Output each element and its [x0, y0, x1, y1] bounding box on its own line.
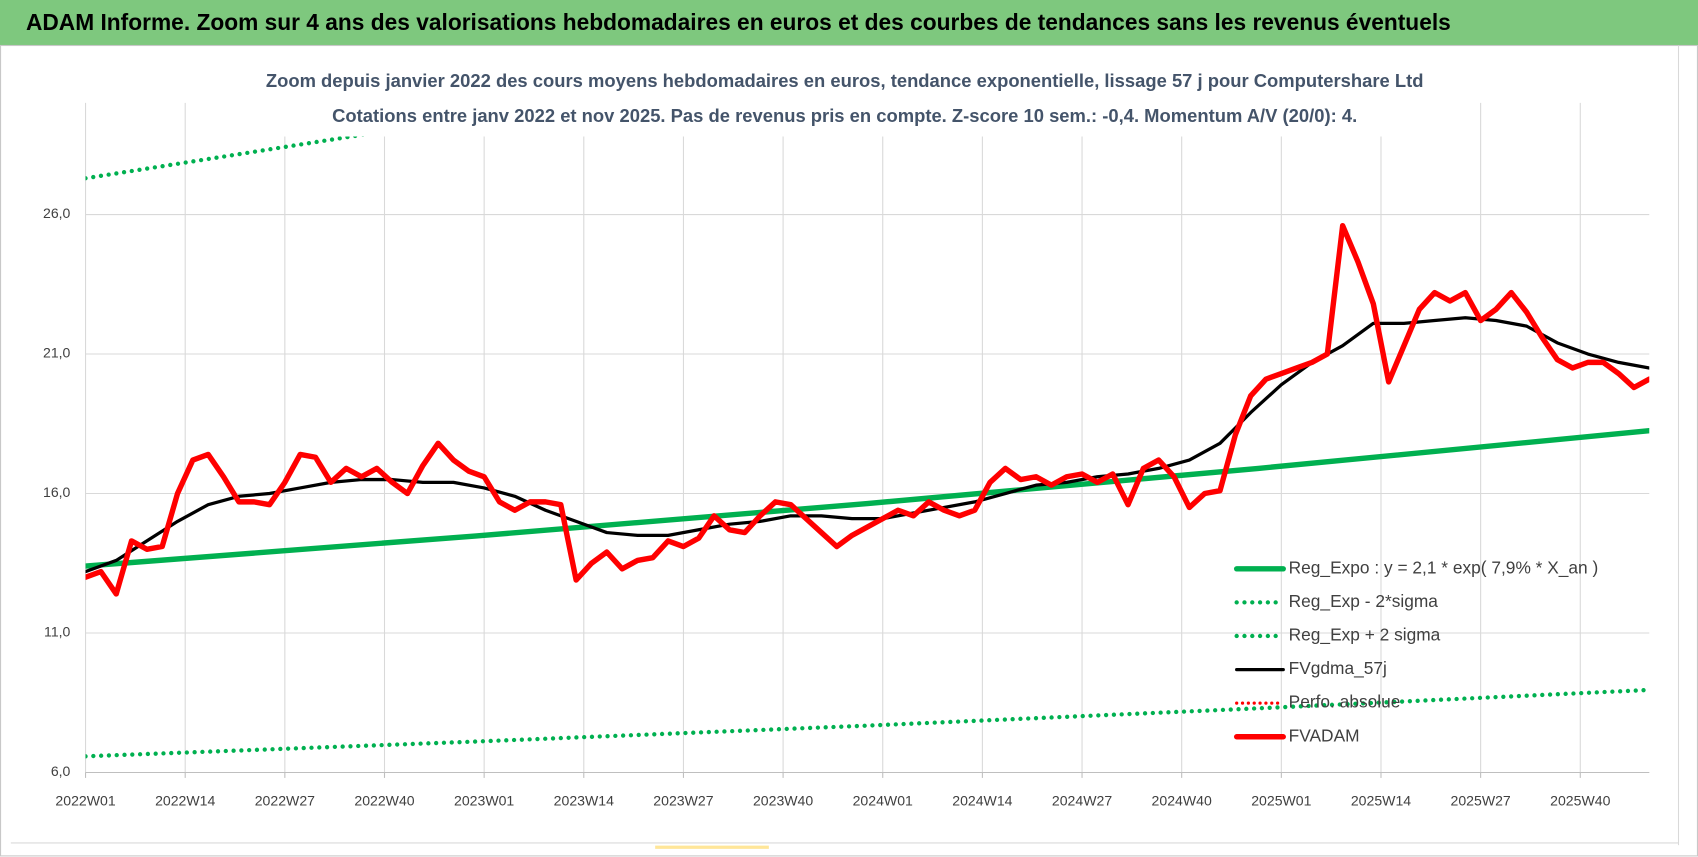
plot-area [85, 102, 1650, 759]
series-line [85, 687, 1650, 759]
x-tick-label: 2024W01 [853, 792, 913, 808]
y-tick-label: 6,0 [51, 763, 71, 779]
axes: 6,0 11,0 16,0 21,0 26,0 2022W01 2022W14 2022W27… [43, 205, 1650, 808]
y-tick-label: 16,0 [43, 484, 71, 500]
series-line [85, 428, 1650, 569]
legend: Reg_Expo : y = 2,1 * exp( 7,9% * X_an ) R… [1233, 557, 1599, 745]
x-tick-label: 2024W14 [952, 792, 1012, 808]
y-tick-label: 11,0 [44, 624, 71, 640]
x-tick-label: 2023W14 [554, 792, 614, 808]
series-line [85, 102, 571, 181]
x-tick-label: 2022W27 [255, 792, 315, 808]
subtitle: Zoom depuis janvier 2022 des cours moyen… [266, 70, 1424, 91]
y-tick-label: 26,0 [43, 205, 71, 221]
x-tick-label: 2023W01 [454, 792, 514, 808]
x-tick-label: 2024W27 [1052, 792, 1112, 808]
x-tick-label: 2022W01 [55, 792, 115, 808]
x-tick-label: 2024W40 [1152, 792, 1212, 808]
legend-label: Perfo. absolue [1289, 692, 1401, 712]
header-bar [0, 0, 1698, 46]
legend-label: Reg_Exp - 2*sigma [1289, 591, 1439, 611]
subtitle: Cotations entre janv 2022 et nov 2025. P… [332, 105, 1357, 126]
legend-label: FVADAM [1289, 725, 1360, 745]
header-title: ADAM Informe. Zoom sur 4 ans des valoris… [26, 9, 1451, 35]
x-tick-label: 2025W01 [1251, 792, 1311, 808]
x-tick-label: 2025W14 [1351, 792, 1411, 808]
x-tick-label: 2025W40 [1550, 792, 1610, 808]
series-line [85, 222, 1650, 597]
x-tick-label: 2023W27 [653, 792, 713, 808]
legend-label: Reg_Expo : y = 2,1 * exp( 7,9% * X_an ) [1289, 557, 1599, 577]
series-line [85, 316, 1650, 574]
legend-label: FVgdma_57j [1289, 658, 1387, 678]
legend-label: Reg_Exp + 2 sigma [1289, 625, 1441, 645]
x-tick-label: 2022W14 [155, 792, 215, 808]
y-tick-label: 21,0 [43, 345, 71, 361]
x-tick-label: 2025W27 [1451, 792, 1511, 808]
frame [0, 44, 1698, 857]
x-tick-label: 2022W40 [354, 792, 414, 808]
x-tick-label: 2023W40 [753, 792, 813, 808]
subtitle-box [221, 62, 1446, 137]
